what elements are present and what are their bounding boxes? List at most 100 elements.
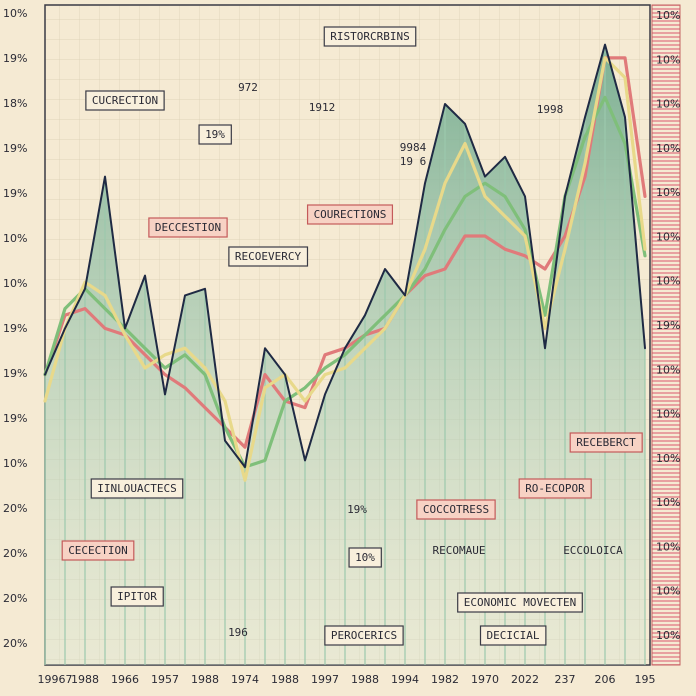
right-axis-label: 10% (656, 98, 680, 111)
annotation-text: CUCRECTION (92, 94, 158, 107)
left-axis-label: 10% (3, 232, 27, 245)
annotation-text: ECONOMIC MOVECTEN (464, 596, 577, 609)
annotation-text: COURECTIONS (314, 208, 387, 221)
annotation: ECCOLOICA (563, 544, 623, 557)
annotation-text: 1998 (537, 103, 564, 116)
annotation: 19 6 (400, 155, 427, 168)
annotation: COURECTIONS (306, 204, 394, 225)
annotation-text: 19 6 (400, 155, 427, 168)
left-axis-label: 19% (3, 367, 27, 380)
annotation: 19% (347, 503, 367, 516)
x-tick-label: 195 (635, 673, 656, 686)
annotation: 1998 (537, 103, 564, 116)
left-axis-label: 20% (3, 502, 27, 515)
annotation: RECEBERCT (569, 432, 643, 453)
annotation-box (306, 204, 394, 225)
annotation: PEROCERICS (324, 625, 404, 646)
annotation-box (110, 586, 164, 607)
annotation-text: RECEBERCT (576, 436, 636, 449)
annotation-text: 19% (205, 128, 225, 141)
annotation-text: RECOMAUE (433, 544, 486, 557)
left-axis-label: 10% (3, 277, 27, 290)
annotation: RECOMAUE (433, 544, 486, 557)
x-tick-label: 1974 (231, 673, 259, 686)
left-axis-label: 19% (3, 187, 27, 200)
x-tick-label: 1997 (311, 673, 339, 686)
annotation-box (416, 499, 496, 520)
annotation-text: 19% (347, 503, 367, 516)
right-axis-label: 10% (656, 540, 680, 553)
x-tick-label: 2022 (511, 673, 539, 686)
right-axis-label: 19% (656, 319, 680, 332)
annotation: CECECTION (61, 540, 135, 561)
annotation-box (90, 478, 184, 499)
annotation-text: RO-ECOPOR (525, 482, 585, 495)
annotation-box (324, 625, 404, 646)
annotation: COCCOTRESS (416, 499, 496, 520)
line-series (43, 56, 647, 482)
x-tick-label: 1994 (391, 673, 419, 686)
annotation-box (228, 246, 309, 267)
left-axis-label: 18% (3, 97, 27, 110)
x-tick-label: 237 (555, 673, 576, 686)
annotation: RECOEVERCY (228, 246, 309, 267)
left-axis-label: 19% (3, 142, 27, 155)
annotation-text: CECECTION (68, 544, 128, 557)
x-tick-label: 206 (595, 673, 616, 686)
annotation: 196 (228, 626, 248, 639)
annotation-box (323, 26, 417, 47)
left-axis-label: 20% (3, 592, 27, 605)
x-tick-label: 1957 (151, 673, 179, 686)
annotation-text: RECOEVERCY (235, 250, 302, 263)
right-axis-label: 10% (656, 142, 680, 155)
annotation-box (85, 90, 165, 111)
annotation-text: 972 (238, 81, 258, 94)
annotation: CUCRECTION (85, 90, 165, 111)
left-axis-label: 19% (3, 52, 27, 65)
right-axis-label: 10% (656, 186, 680, 199)
annotation-text: IINLOUACTECS (97, 482, 176, 495)
line-series (43, 95, 647, 469)
right-axis-label: 10% (656, 452, 680, 465)
annotation-text: 1912 (309, 101, 336, 114)
annotation-box (457, 592, 583, 613)
annotation-box (348, 547, 382, 568)
x-tick-label: 1970 (471, 673, 499, 686)
annotation: RISTORCRBINS (323, 26, 417, 47)
left-axis-label: 10% (3, 7, 27, 20)
annotation-box (569, 432, 643, 453)
left-axis-label: 19% (3, 322, 27, 335)
left-axis-label: 10% (3, 457, 27, 470)
annotation-box (148, 217, 228, 238)
x-tick-label: 1988 (191, 673, 219, 686)
annotation: 9984 (400, 141, 427, 154)
annotation-box (518, 478, 592, 499)
right-axis-label: 10% (656, 363, 680, 376)
left-axis-label: 20% (3, 637, 27, 650)
left-axis-label: 20% (3, 547, 27, 560)
x-tick-label: 1966 (111, 673, 139, 686)
right-axis-label: 10% (656, 275, 680, 288)
annotation-text: DECICIAL (487, 629, 540, 642)
right-axis-label: 10% (656, 496, 680, 509)
x-tick-label: 1982 (431, 673, 459, 686)
annotation-box (479, 625, 547, 646)
annotation: 19% (198, 124, 232, 145)
annotation-text: IPITOR (117, 590, 157, 603)
x-tick-label: 1988 (271, 673, 299, 686)
annotation: IINLOUACTECS (90, 478, 184, 499)
annotation-text: RISTORCRBINS (330, 30, 409, 43)
right-band (651, 4, 681, 666)
right-axis-label: 10% (656, 230, 680, 243)
annotation-text: 10% (355, 551, 375, 564)
x-tick-label: 1988 (71, 673, 99, 686)
right-axis-label: 10% (656, 585, 680, 598)
annotation-box (198, 124, 232, 145)
annotation-text: ECCOLOICA (563, 544, 623, 557)
right-axis-label: 10% (656, 9, 680, 22)
annotation: 10% (348, 547, 382, 568)
annotation-text: DECCESTION (155, 221, 221, 234)
annotation: 972 (238, 81, 258, 94)
x-tick-label: 19967 (38, 673, 73, 686)
